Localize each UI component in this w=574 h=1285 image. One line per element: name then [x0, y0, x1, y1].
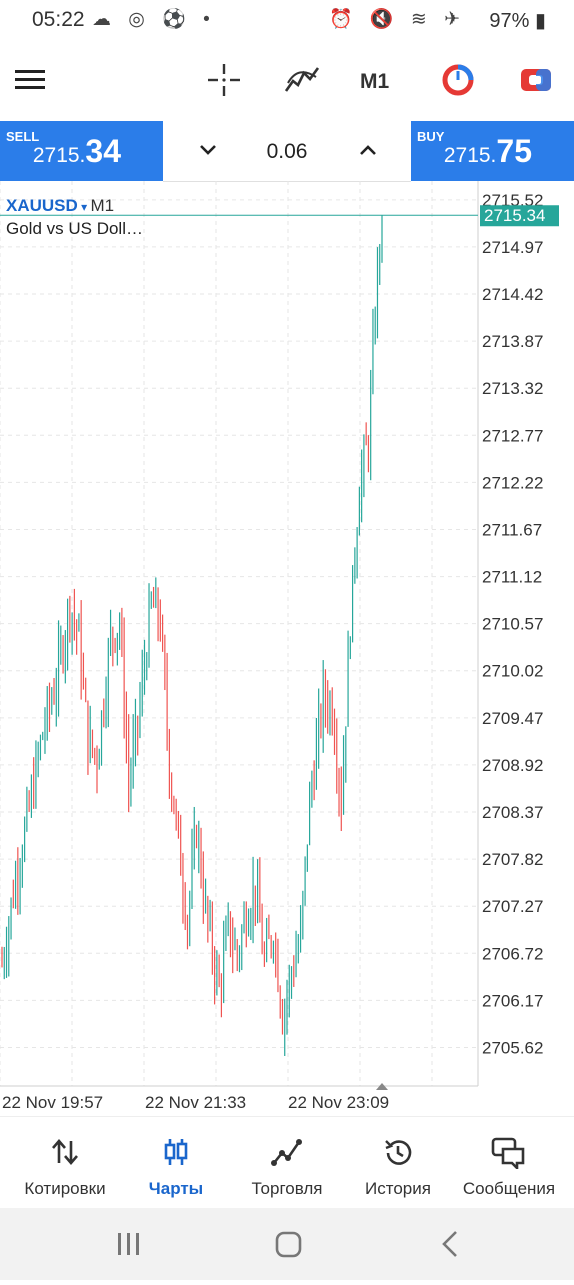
current-price-label: 2715.34: [484, 206, 545, 225]
time-label: 22 Nov 21:33: [145, 1093, 246, 1112]
price-label: 2711.67: [482, 520, 542, 539]
chevron-up-icon[interactable]: [353, 135, 383, 165]
buy-price-major: 2715.: [443, 144, 497, 167]
price-label: 2706.72: [482, 944, 543, 963]
sell-price: 2715.34: [33, 133, 121, 170]
chart-canvas[interactable]: 2715.52 2714.97 2714.42 2713.87 2713.32 2712.…: [0, 181, 574, 1116]
price-label: 2705.62: [482, 1038, 543, 1057]
buy-button[interactable]: BUY 2715.75: [411, 121, 574, 181]
nav-history-label: История: [365, 1179, 431, 1198]
price-label: 2715.52: [482, 191, 543, 210]
time-label: 22 Nov 19:57: [2, 1093, 103, 1112]
history-icon: [385, 1140, 412, 1165]
recents-icon[interactable]: [118, 1233, 139, 1255]
symbol-description: Gold vs US Doll…: [6, 219, 143, 238]
trade-icon: [271, 1139, 302, 1166]
price-label: 2708.37: [482, 803, 543, 822]
sell-price-minor: 34: [85, 133, 121, 169]
nav-trade-label: Торговля: [251, 1179, 323, 1198]
price-label: 2714.42: [482, 285, 543, 304]
nav-quotes-label: Котировки: [24, 1179, 106, 1198]
current-price-tag: [480, 205, 559, 227]
system-navigation-bar: [0, 1208, 574, 1280]
chart-shift-marker: [376, 1083, 388, 1090]
nav-history[interactable]: История: [341, 1117, 455, 1209]
nav-messages[interactable]: Сообщения: [452, 1117, 566, 1209]
price-label: 2714.97: [482, 238, 543, 257]
quotes-icon: [52, 1139, 78, 1165]
battery-percent: 97%: [489, 10, 530, 32]
sell-price-major: 2715.: [32, 144, 86, 167]
trade-bar: SELL 2715.34 0.06 BUY 2715.75: [0, 121, 574, 182]
menu-icon[interactable]: [8, 58, 52, 102]
price-label: 2708.92: [482, 756, 543, 775]
one-click-trading-icon[interactable]: [436, 58, 480, 102]
price-label: 2707.82: [482, 850, 543, 869]
nav-charts-label: Чарты: [148, 1179, 204, 1198]
nav-quotes[interactable]: Котировки: [8, 1117, 122, 1209]
lot-selector: 0.06: [163, 121, 411, 182]
nav-trade[interactable]: Торговля: [230, 1117, 344, 1209]
price-label: 2710.57: [482, 615, 543, 634]
price-label: 2706.17: [482, 991, 543, 1010]
charts-icon: [164, 1139, 188, 1165]
price-chart[interactable]: 2715.52 2714.97 2714.42 2713.87 2713.32 2712.…: [0, 181, 574, 1116]
timeframe-button[interactable]: M1: [360, 70, 390, 93]
home-icon[interactable]: [275, 1231, 302, 1258]
price-label: 2713.87: [482, 332, 543, 351]
status-time: 05:22: [32, 8, 85, 31]
sell-label: SELL: [6, 129, 40, 144]
crosshair-icon[interactable]: [202, 58, 246, 102]
nav-messages-label: Сообщения: [462, 1179, 556, 1198]
symbol-name[interactable]: XAUUSD: [6, 196, 78, 215]
bottom-navigation: Котировки Чарты Торговля История Сообщен…: [0, 1116, 574, 1209]
sell-button[interactable]: SELL 2715.34: [0, 121, 163, 181]
price-label: 2713.32: [482, 379, 543, 398]
chevron-down-icon[interactable]: [193, 135, 223, 165]
buy-price-minor: 75: [496, 133, 532, 169]
back-icon[interactable]: [442, 1231, 457, 1257]
messages-icon: [491, 1137, 525, 1169]
chart-toolbar: M1: [0, 44, 574, 116]
lot-value[interactable]: 0.06: [266, 140, 308, 163]
nav-charts[interactable]: Чарты: [119, 1117, 233, 1209]
notification-icons: ☁ ◎ ⚽ •: [92, 9, 216, 30]
system-status-icons: ⏰ 🔇 ≋ ✈: [329, 9, 466, 30]
buy-price: 2715.75: [444, 133, 532, 170]
status-bar: 05:22 ☁ ◎ ⚽ • ⏰ 🔇 ≋ ✈ 97% ▮: [0, 0, 574, 38]
indicators-icon[interactable]: [280, 58, 324, 102]
price-label: 2712.77: [482, 426, 543, 445]
battery-indicator: 97% ▮: [489, 10, 546, 32]
new-order-icon[interactable]: [514, 58, 558, 102]
price-label: 2712.22: [482, 473, 543, 492]
price-label: 2710.02: [482, 662, 543, 681]
time-label: 22 Nov 23:09: [288, 1093, 389, 1112]
buy-label: BUY: [417, 129, 445, 144]
price-label: 2711.12: [482, 568, 542, 587]
chart-symbol-header: XAUUSD ▾ M1: [6, 196, 115, 215]
chart-timeframe: M1: [90, 196, 115, 215]
price-label: 2707.27: [482, 897, 543, 916]
price-label: 2709.47: [482, 709, 543, 728]
